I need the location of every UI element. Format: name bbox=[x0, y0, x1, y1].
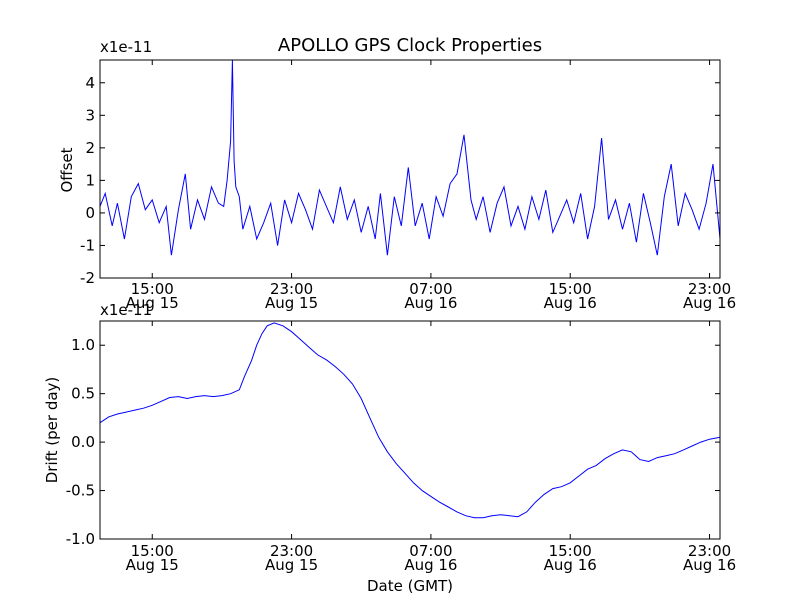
drift-x-tick-time-label-1: 23:00 bbox=[270, 542, 313, 560]
offset-series-line-0 bbox=[99, 59, 721, 256]
drift-x-tick-time-label-2: 07:00 bbox=[409, 542, 452, 560]
offset-x-tick-date-label-2: Aug 16 bbox=[404, 294, 457, 312]
drift-exponent-label: x1e-11 bbox=[100, 301, 152, 319]
drift-y-tick-label-2: 0.0 bbox=[71, 433, 95, 451]
offset-x-tick-time-label-1: 23:00 bbox=[270, 280, 313, 298]
offset-x-tick-time-label-3: 15:00 bbox=[549, 280, 592, 298]
offset-x-tick-date-label-3: Aug 16 bbox=[544, 294, 597, 312]
drift-x-tick-date-label-4: Aug 16 bbox=[683, 556, 736, 574]
drift-plot-frame bbox=[99, 320, 721, 540]
offset-x-tick-date-label-1: Aug 15 bbox=[265, 294, 318, 312]
drift-y-tick-label-4: 1.0 bbox=[71, 336, 95, 354]
drift-x-tick-time-label-3: 15:00 bbox=[549, 542, 592, 560]
offset-exponent-label: x1e-11 bbox=[100, 38, 152, 56]
x-axis-label: Date (GMT) bbox=[367, 577, 453, 595]
offset-y-tick-label-0: -2 bbox=[80, 269, 95, 287]
drift-y-tick-label-3: 0.5 bbox=[71, 385, 95, 403]
offset-y-tick-label-2: 0 bbox=[85, 204, 95, 222]
drift-y-tick-label-0: -1.0 bbox=[66, 530, 95, 548]
drift-x-tick-date-label-2: Aug 16 bbox=[404, 556, 457, 574]
drift-y-axis-label: Drift (per day) bbox=[43, 377, 61, 484]
drift-series-line-0 bbox=[99, 322, 721, 519]
offset-y-tick-label-5: 3 bbox=[85, 106, 95, 124]
offset-y-tick-label-3: 1 bbox=[85, 171, 95, 189]
drift-x-tick-date-label-3: Aug 16 bbox=[544, 556, 597, 574]
drift-panel: x1e-11 Drift (per day) -1.0 -0.5 0.0 0.5 1.0… bbox=[43, 301, 736, 574]
offset-plot-frame bbox=[99, 59, 721, 279]
offset-y-tick-label-4: 2 bbox=[85, 139, 95, 157]
offset-x-tick-date-label-4: Aug 16 bbox=[683, 294, 736, 312]
offset-x-tick-date-label-0: Aug 15 bbox=[126, 294, 179, 312]
offset-y-tick-label-6: 4 bbox=[85, 74, 95, 92]
figure-title: APOLLO GPS Clock Properties bbox=[278, 35, 542, 56]
drift-x-tick-date-label-0: Aug 15 bbox=[126, 556, 179, 574]
offset-x-tick-time-label-0: 15:00 bbox=[131, 280, 174, 298]
drift-x-tick-time-label-0: 15:00 bbox=[131, 542, 174, 560]
drift-x-tick-date-label-1: Aug 15 bbox=[265, 556, 318, 574]
drift-y-tick-label-1: -0.5 bbox=[66, 482, 95, 500]
offset-y-tick-label-1: -1 bbox=[80, 236, 95, 254]
offset-y-axis-label: Offset bbox=[58, 147, 76, 192]
offset-x-tick-time-label-4: 23:00 bbox=[688, 280, 731, 298]
drift-x-tick-time-label-4: 23:00 bbox=[688, 542, 731, 560]
offset-x-tick-time-label-2: 07:00 bbox=[409, 280, 452, 298]
